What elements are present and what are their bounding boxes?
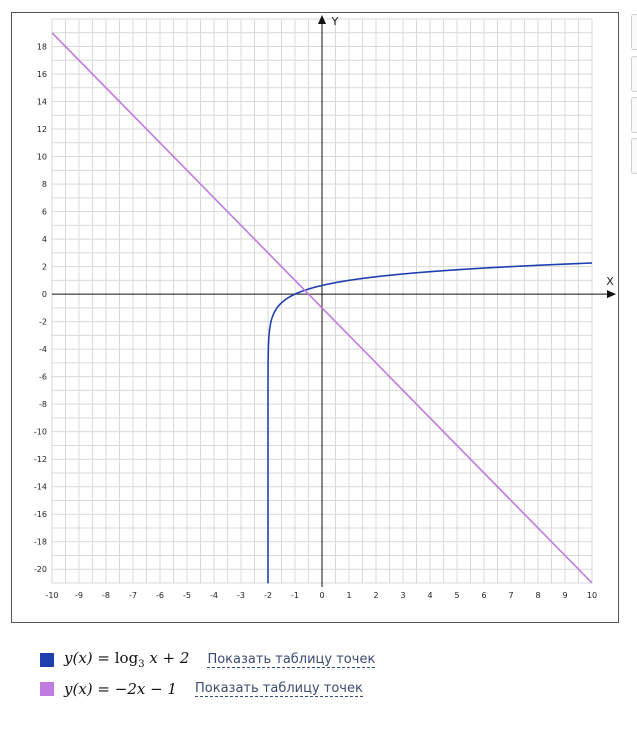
y-tick-label: -16 (34, 510, 47, 519)
legend-swatch-log (40, 652, 54, 667)
x-tick-label: -6 (156, 591, 164, 600)
y-tick-label: -10 (34, 428, 47, 437)
y-tick-label: 6 (42, 208, 47, 217)
y-tick-label: 8 (42, 180, 47, 189)
chart-frame: X Y -10 -9 -8 -7 -6 -5 -4 -3 -2 -1 0 1 2 3 4 5 6 7 8 9 10 18 16 1… (11, 12, 619, 623)
x-tick-label: -7 (129, 591, 137, 600)
side-panel-tab-1[interactable] (631, 14, 637, 50)
show-points-table-link-linear[interactable]: Показать таблицу точек (194, 681, 363, 697)
x-tick-label: -5 (183, 591, 191, 600)
y-tick-label: -2 (39, 318, 47, 327)
side-panel-tab-3[interactable] (631, 97, 637, 133)
x-tick-label: -9 (75, 591, 83, 600)
x-tick-label: 3 (400, 591, 405, 600)
y-tick-label: 10 (37, 153, 47, 162)
y-tick-label: 0 (42, 290, 47, 299)
y-tick-label: 2 (42, 263, 47, 272)
chart-svg: XY-10 -9 -8 -7 -6 -5 -4 -3 -2 -1 0 1 2 3 4 5 6 7 8 9 1018161… (34, 15, 616, 600)
y-tick-label: -12 (34, 455, 47, 464)
x-tick-label: 1 (346, 591, 351, 600)
formula-rest: x + 2 (144, 649, 190, 667)
side-panel-tab-4[interactable] (631, 138, 637, 174)
y-tick-label: -14 (34, 483, 47, 492)
x-tick-label: -1 (291, 591, 299, 600)
y-tick-label: 16 (37, 70, 47, 79)
y-tick-label: -20 (34, 565, 47, 574)
x-tick-label: 10 (587, 591, 597, 600)
formula-lhs: y(x) = (64, 649, 115, 667)
legend-swatch-linear (40, 682, 54, 696)
side-panel-tab-2[interactable] (631, 56, 637, 92)
y-tick-label: -6 (39, 373, 47, 382)
formula-fn: log (114, 649, 139, 667)
y-tick-label: -8 (39, 400, 47, 409)
x-tick-label: 8 (535, 591, 540, 600)
legend-formula-log: y(x) = log3 x + 2 (64, 649, 189, 670)
x-tick-label: 7 (508, 591, 513, 600)
legend-item-linear: y(x) = −2x − 1 Показать таблицу точек (40, 680, 363, 698)
y-tick-label: -18 (34, 538, 47, 547)
x-tick-label: -4 (210, 591, 218, 600)
x-tick-label: 0 (319, 591, 324, 600)
x-tick-label: -3 (237, 591, 245, 600)
series-line-linear (51, 32, 593, 584)
y-tick-label: 18 (37, 43, 47, 52)
formula-lhs: y(x) = (64, 680, 115, 698)
y-tick-label: -4 (39, 345, 47, 354)
x-tick-label: 9 (562, 591, 567, 600)
y-tick-label: 14 (37, 98, 47, 107)
x-tick-label: -2 (264, 591, 272, 600)
x-tick-label: 5 (454, 591, 459, 600)
x-tick-label: -10 (45, 591, 58, 600)
x-axis-arrow (607, 290, 616, 299)
x-tick-label: -8 (102, 591, 110, 600)
show-points-table-link-log[interactable]: Показать таблицу точек (207, 651, 376, 668)
x-tick-label: 2 (373, 591, 378, 600)
x-tick-label: 6 (481, 591, 486, 600)
legend-formula-linear: y(x) = −2x − 1 (64, 680, 177, 698)
y-tick-label: 12 (37, 125, 47, 134)
series-line-log (267, 262, 593, 584)
y-tick-label: 4 (42, 235, 47, 244)
y-axis-arrow (318, 15, 326, 24)
legend-item-log: y(x) = log3 x + 2 Показать таблицу точек (40, 649, 376, 670)
y-axis-label: Y (331, 15, 339, 28)
x-axis-label: X (606, 275, 614, 288)
x-tick-label: 4 (427, 591, 432, 600)
formula-base: 3 (138, 659, 145, 670)
formula-rest: −2x − 1 (114, 680, 177, 698)
